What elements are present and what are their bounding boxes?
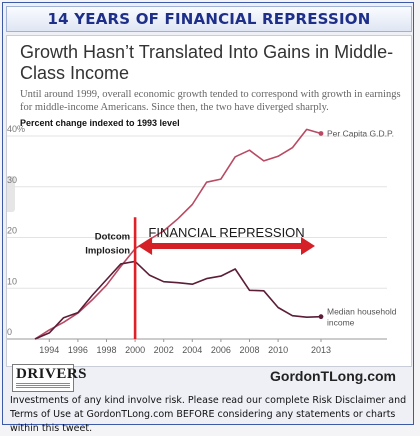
series-label: income xyxy=(327,318,355,328)
series-label: Per Capita G.D.P. xyxy=(327,128,394,138)
y-tick-label: 30 xyxy=(7,175,17,185)
drivers-logo: DRIVERS xyxy=(12,364,87,392)
series-endpoint-1 xyxy=(318,314,324,320)
x-tick-label: 2004 xyxy=(182,345,202,355)
y-tick-label: 40% xyxy=(7,124,25,134)
chart-subtitle: Until around 1999, overall economic grow… xyxy=(20,89,401,113)
x-tick-label: 1998 xyxy=(96,345,116,355)
banner-title: 14 YEARS OF FINANCIAL REPRESSION xyxy=(6,6,412,32)
x-tick-label: 2002 xyxy=(154,345,174,355)
logo-fine-print xyxy=(16,383,70,389)
line-chart: 0 10 20 30 40% 1994 1996 1998 2000 2002 2004 2006 20… xyxy=(7,124,397,355)
y-tick-label: 20 xyxy=(7,226,17,236)
footer-band xyxy=(6,369,412,391)
site-name[interactable]: GordonTLong.com xyxy=(270,368,396,384)
x-tick-label: 1996 xyxy=(68,345,88,355)
chart-card: Growth Hasn’t Translated Into Gains in M… xyxy=(6,35,412,367)
series-endpoint-0 xyxy=(318,131,324,136)
y-axis-label: Percent change indexed to 1993 level xyxy=(20,118,180,128)
x-tick-label: 1994 xyxy=(39,345,59,355)
event-label: Implosion xyxy=(85,246,130,257)
y-tick-label: 10 xyxy=(7,276,17,286)
period-label: FINANCIAL REPRESSION xyxy=(148,225,304,240)
series-label: Median household xyxy=(327,307,397,317)
period-arrow-left-head xyxy=(138,236,153,255)
x-tick-label: 2008 xyxy=(239,345,259,355)
x-tick-label: 2000 xyxy=(125,345,145,355)
logo-text: DRIVERS xyxy=(16,366,88,382)
disclaimer-text: Investments of any kind involve risk. Pl… xyxy=(10,395,407,434)
series-line-0 xyxy=(34,128,322,340)
series-line-1 xyxy=(34,260,322,340)
x-tick-label: 2013 xyxy=(311,345,331,355)
x-tick-label: 2006 xyxy=(211,345,231,355)
period-arrow-right-head xyxy=(301,236,315,255)
event-label: Dotcom xyxy=(95,232,130,243)
side-tab[interactable] xyxy=(7,176,15,212)
x-tick-label: 2010 xyxy=(268,345,288,355)
y-tick-label: 0 xyxy=(7,327,12,337)
chart-title: Growth Hasn’t Translated Into Gains in M… xyxy=(20,42,394,83)
